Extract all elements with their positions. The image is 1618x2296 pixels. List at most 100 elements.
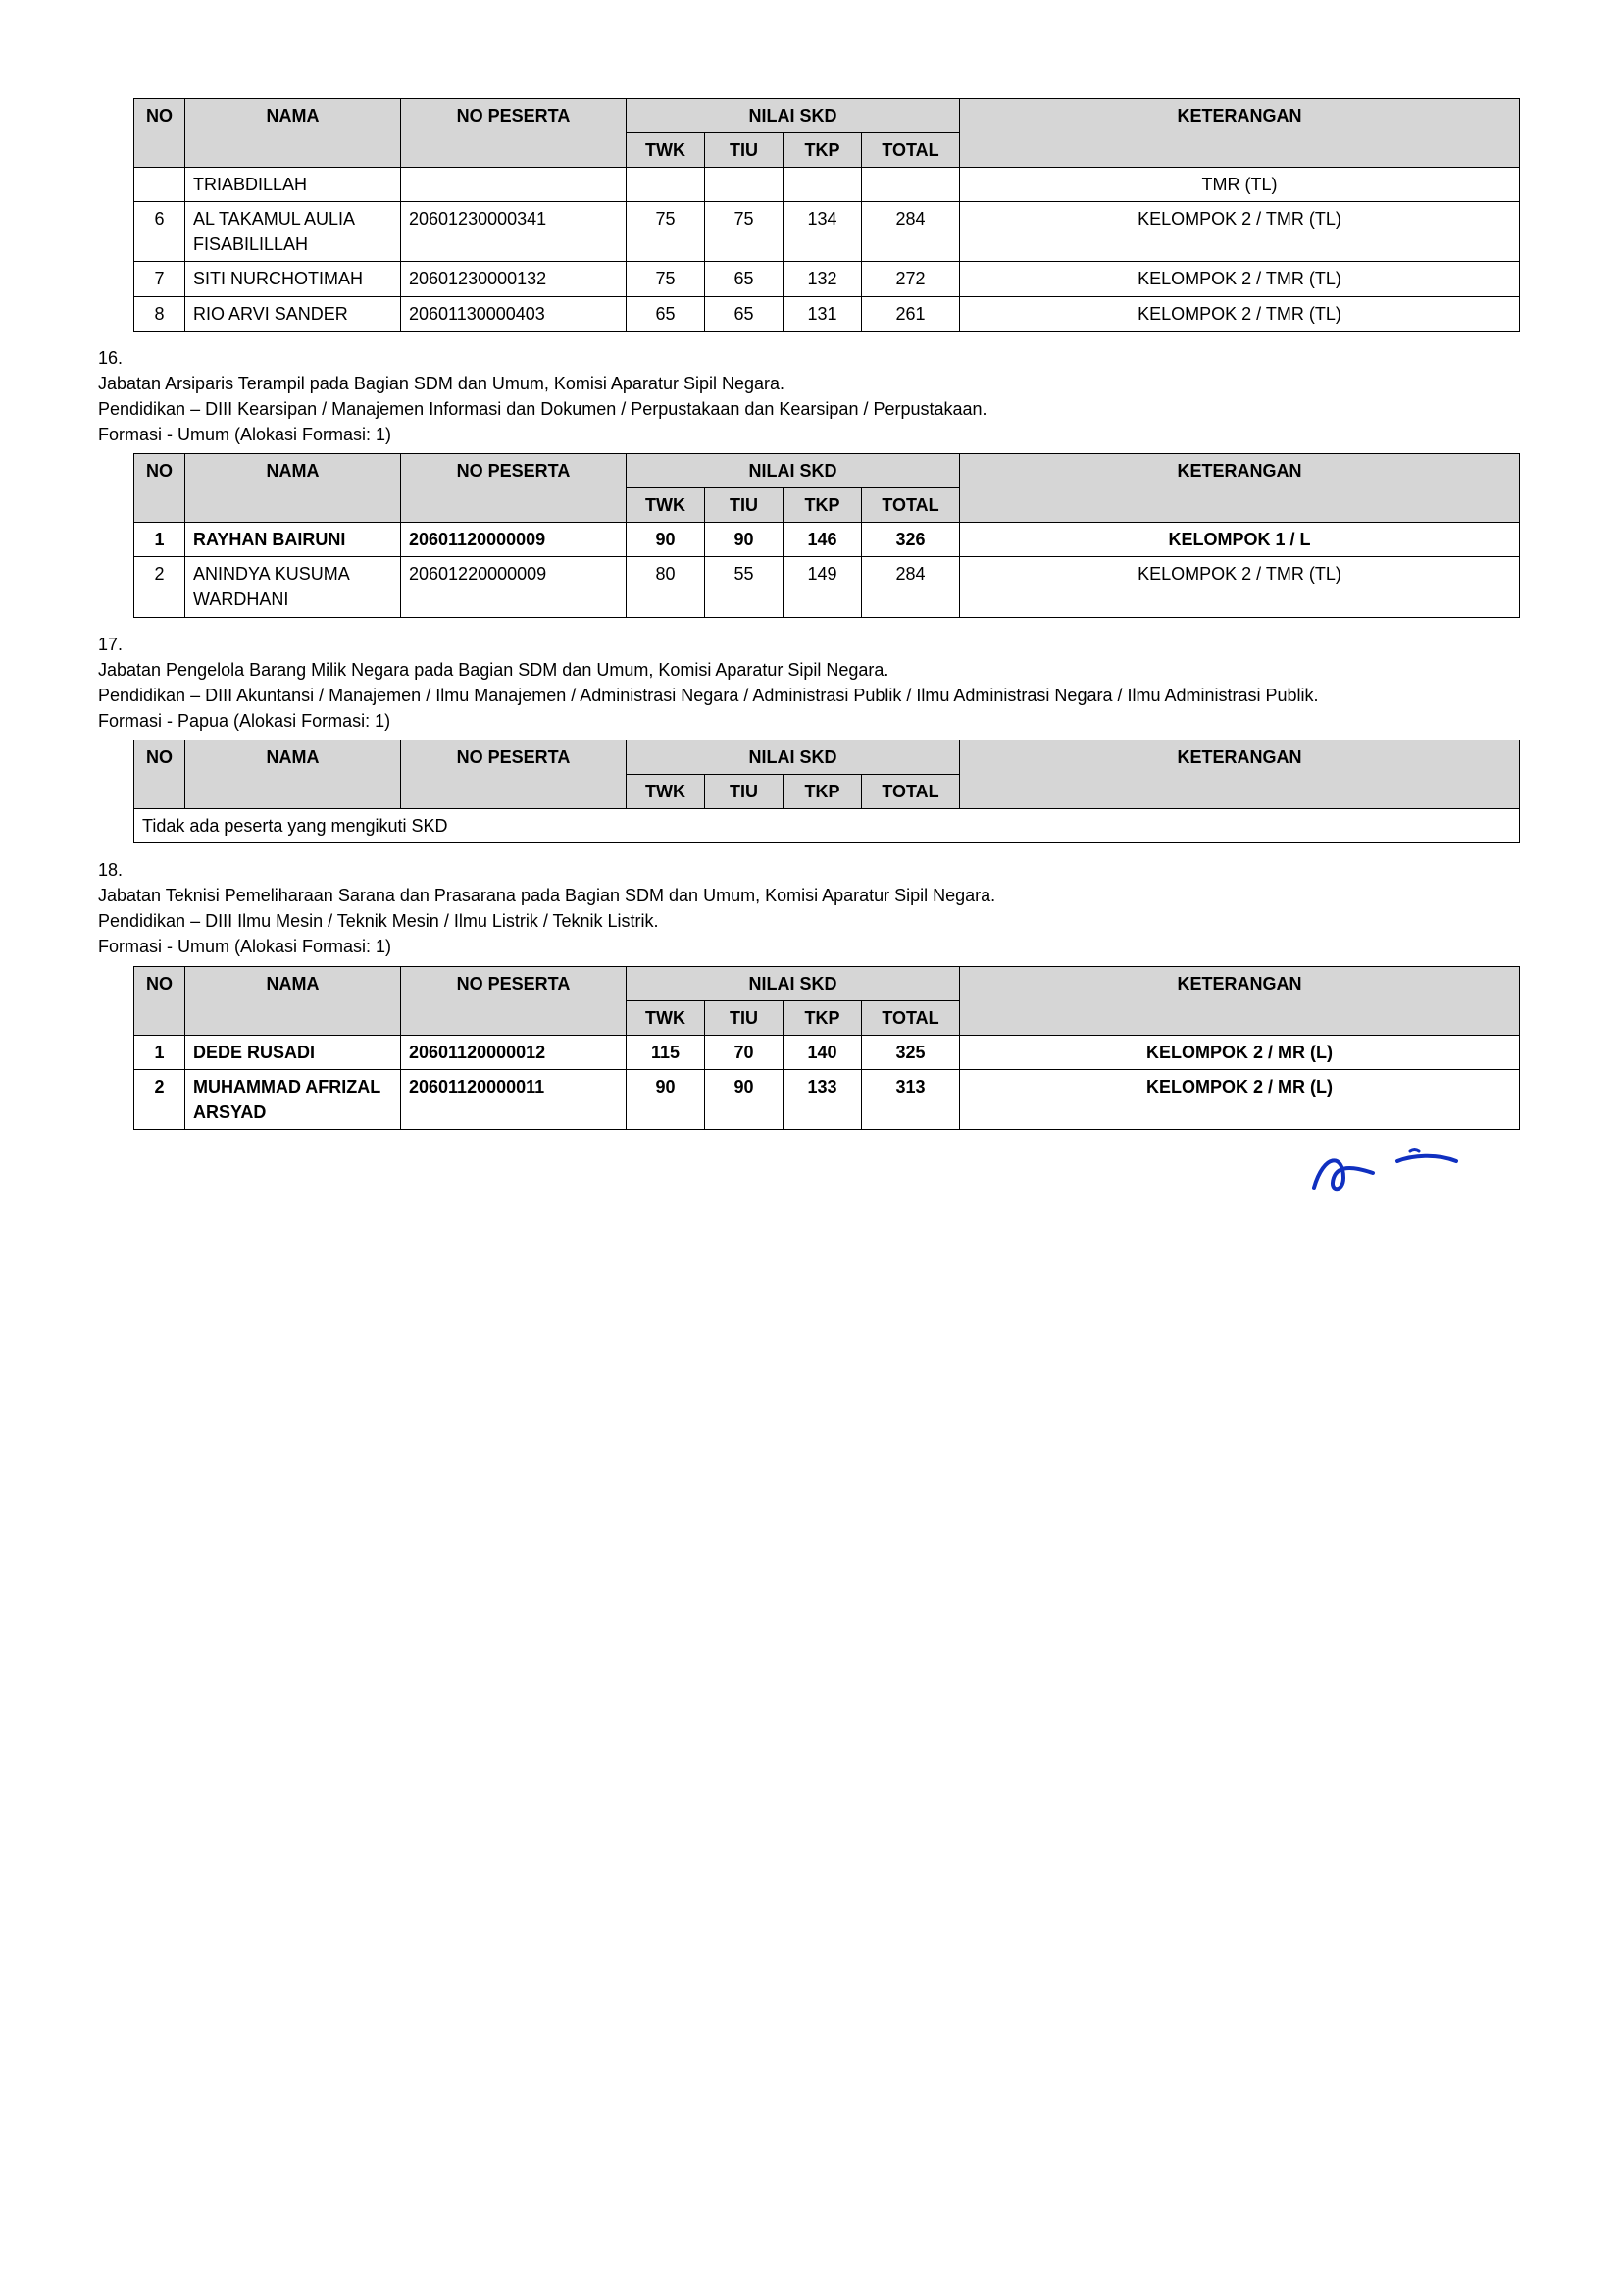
th-nilaiskd: NILAI SKD [627, 454, 960, 488]
table-cell [134, 168, 185, 202]
th-ket: KETERANGAN [960, 454, 1520, 523]
table-continuation: NO NAMA NO PESERTA NILAI SKD KETERANGAN … [133, 98, 1520, 332]
tbody-top: TRIABDILLAHTMR (TL)6AL TAKAMUL AULIA FIS… [134, 168, 1520, 331]
table-cell: 90 [627, 523, 705, 557]
th-total: TOTAL [862, 774, 960, 808]
table-cell: 133 [784, 1069, 862, 1129]
table-cell: 284 [862, 557, 960, 617]
table-cell: TMR (TL) [960, 168, 1520, 202]
th-tiu: TIU [705, 774, 784, 808]
section-18: 18. Jabatan Teknisi Pemeliharaan Sarana … [98, 857, 1520, 959]
empty-row-17: Tidak ada peserta yang mengikuti SKD [134, 809, 1520, 843]
table-cell: ANINDYA KUSUMA WARDHANI [185, 557, 401, 617]
th-twk: TWK [627, 774, 705, 808]
th-ket: KETERANGAN [960, 966, 1520, 1035]
th-nama: NAMA [185, 966, 401, 1035]
section-17: 17. Jabatan Pengelola Barang Milik Negar… [98, 632, 1520, 734]
section-17-line3: Formasi - Papua (Alokasi Formasi: 1) [98, 711, 390, 731]
th-tkp: TKP [784, 133, 862, 168]
th-no: NO [134, 99, 185, 168]
table-cell: 2 [134, 557, 185, 617]
table-row: 2MUHAMMAD AFRIZAL ARSYAD2060112000001190… [134, 1069, 1520, 1129]
table-cell: 75 [627, 202, 705, 262]
section-18-line2: Pendidikan – DIII Ilmu Mesin / Teknik Me… [98, 911, 659, 931]
th-tiu: TIU [705, 133, 784, 168]
table-cell: 326 [862, 523, 960, 557]
th-nilaiskd: NILAI SKD [627, 99, 960, 133]
table-cell: 75 [627, 262, 705, 296]
table-cell [627, 168, 705, 202]
table-cell: KELOMPOK 2 / TMR (TL) [960, 202, 1520, 262]
tbody-16: 1RAYHAN BAIRUNI206011200000099090146326K… [134, 523, 1520, 617]
table-cell: 131 [784, 296, 862, 331]
table-cell: 20601230000341 [401, 202, 627, 262]
table-cell: 20601120000009 [401, 523, 627, 557]
table-cell: 6 [134, 202, 185, 262]
th-total: TOTAL [862, 1000, 960, 1035]
table-cell [401, 168, 627, 202]
table-row: 1RAYHAN BAIRUNI206011200000099090146326K… [134, 523, 1520, 557]
section-17-line1: Jabatan Pengelola Barang Milik Negara pa… [98, 660, 888, 680]
table-cell [862, 168, 960, 202]
table-cell: 65 [705, 262, 784, 296]
th-tiu: TIU [705, 1000, 784, 1035]
th-nama: NAMA [185, 99, 401, 168]
table-cell: KELOMPOK 1 / L [960, 523, 1520, 557]
th-twk: TWK [627, 133, 705, 168]
table-row: 1DEDE RUSADI2060112000001211570140325KEL… [134, 1035, 1520, 1069]
table-cell: KELOMPOK 2 / TMR (TL) [960, 296, 1520, 331]
section-17-line2: Pendidikan – DIII Akuntansi / Manajemen … [98, 686, 1319, 705]
table-cell: 55 [705, 557, 784, 617]
table-cell: 146 [784, 523, 862, 557]
table-cell: 1 [134, 1035, 185, 1069]
th-nilaiskd: NILAI SKD [627, 740, 960, 774]
table-cell: TRIABDILLAH [185, 168, 401, 202]
table-cell: KELOMPOK 2 / MR (L) [960, 1035, 1520, 1069]
table-row: 8RIO ARVI SANDER206011300004036565131261… [134, 296, 1520, 331]
th-twk: TWK [627, 488, 705, 523]
table-17: NO NAMA NO PESERTA NILAI SKD KETERANGAN … [133, 740, 1520, 843]
table-cell: 65 [627, 296, 705, 331]
table-cell: 90 [705, 1069, 784, 1129]
table-cell: 261 [862, 296, 960, 331]
th-twk: TWK [627, 1000, 705, 1035]
section-16-num: 16. [98, 345, 133, 371]
table-cell: RIO ARVI SANDER [185, 296, 401, 331]
table-cell: 149 [784, 557, 862, 617]
table-cell: 20601230000132 [401, 262, 627, 296]
table-cell: KELOMPOK 2 / TMR (TL) [960, 262, 1520, 296]
table-row: 6AL TAKAMUL AULIA FISABILILLAH2060123000… [134, 202, 1520, 262]
table-cell: 8 [134, 296, 185, 331]
table-cell: 65 [705, 296, 784, 331]
table-cell: SITI NURCHOTIMAH [185, 262, 401, 296]
th-tiu: TIU [705, 488, 784, 523]
section-16-line1: Jabatan Arsiparis Terampil pada Bagian S… [98, 374, 784, 393]
table-cell: 325 [862, 1035, 960, 1069]
table-cell: 20601120000011 [401, 1069, 627, 1129]
section-18-num: 18. [98, 857, 133, 883]
table-cell: 284 [862, 202, 960, 262]
table-cell: 90 [627, 1069, 705, 1129]
th-ket: KETERANGAN [960, 740, 1520, 808]
table-cell: MUHAMMAD AFRIZAL ARSYAD [185, 1069, 401, 1129]
th-tkp: TKP [784, 774, 862, 808]
table-cell: AL TAKAMUL AULIA FISABILILLAH [185, 202, 401, 262]
table-cell: 115 [627, 1035, 705, 1069]
th-no: NO [134, 966, 185, 1035]
table-cell: 70 [705, 1035, 784, 1069]
th-nopeserta: NO PESERTA [401, 740, 627, 808]
table-cell: 20601120000012 [401, 1035, 627, 1069]
section-16-line2: Pendidikan – DIII Kearsipan / Manajemen … [98, 399, 987, 419]
tbody-18: 1DEDE RUSADI2060112000001211570140325KEL… [134, 1035, 1520, 1129]
table-cell [784, 168, 862, 202]
table-cell: KELOMPOK 2 / MR (L) [960, 1069, 1520, 1129]
table-cell: 134 [784, 202, 862, 262]
th-total: TOTAL [862, 488, 960, 523]
table-18: NO NAMA NO PESERTA NILAI SKD KETERANGAN … [133, 966, 1520, 1130]
table-row: 7SITI NURCHOTIMAH20601230000132756513227… [134, 262, 1520, 296]
table-row: 2ANINDYA KUSUMA WARDHANI2060122000000980… [134, 557, 1520, 617]
section-16-line3: Formasi - Umum (Alokasi Formasi: 1) [98, 425, 391, 444]
table-cell: 140 [784, 1035, 862, 1069]
table-cell: 1 [134, 523, 185, 557]
th-no: NO [134, 454, 185, 523]
